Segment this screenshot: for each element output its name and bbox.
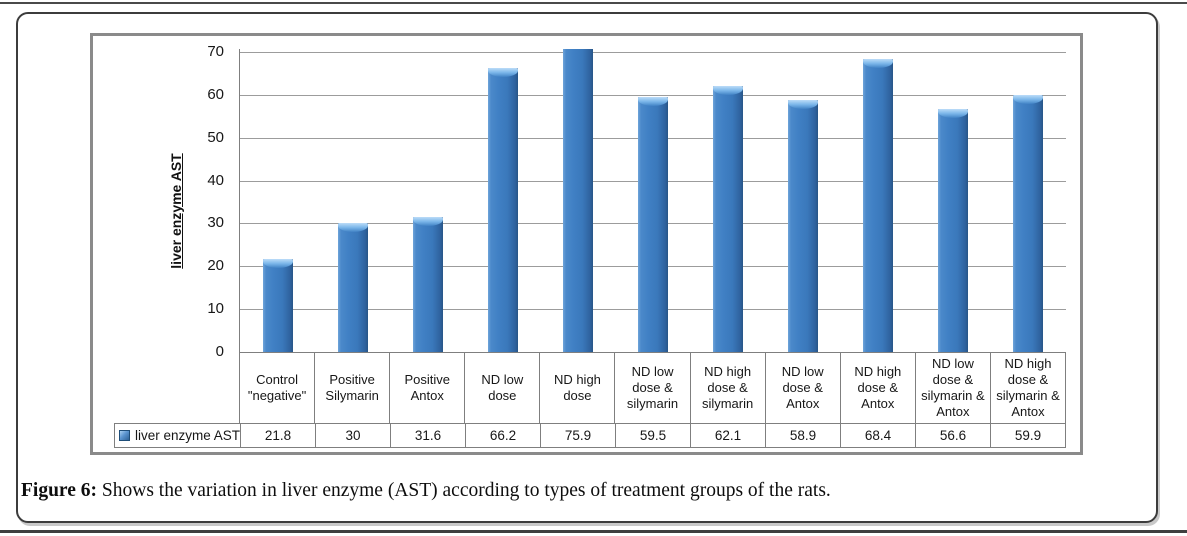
value-cell: 66.2 (466, 423, 542, 448)
category-line: Silymarin (325, 387, 379, 403)
category-line: Antox (1011, 403, 1045, 419)
category-line: silymarin & (996, 387, 1060, 403)
bar (1013, 95, 1043, 352)
plot-area (239, 49, 1066, 353)
caption-label: Figure 6: (21, 480, 98, 501)
bar (488, 68, 518, 352)
category-cell: Positive Antox (390, 352, 466, 423)
y-tick-label: 60 (207, 85, 224, 103)
category-line: ND high (553, 371, 601, 387)
caption-text: Shows the variation in liver enzyme (AST… (101, 480, 831, 501)
category-line: silymarin (701, 395, 754, 411)
category-line: dose & (782, 379, 823, 395)
value-cell: 30 (316, 423, 392, 448)
category-line: ND low (781, 363, 824, 379)
bar (863, 59, 893, 352)
category-line: Antox (936, 403, 970, 419)
gridline (240, 52, 1066, 53)
bar (938, 109, 968, 352)
category-line: ND low (631, 363, 674, 379)
value-cell: 68.4 (841, 423, 917, 448)
category-line: ND high (1004, 355, 1052, 371)
bar (713, 86, 743, 352)
value-cell: 58.9 (766, 423, 842, 448)
value-cell: 59.5 (616, 423, 692, 448)
category-line: Positive (404, 371, 450, 387)
bar (563, 49, 593, 352)
value-cell: 56.6 (916, 423, 992, 448)
category-line: Control (256, 371, 298, 387)
category-cell: ND low dose & silymarin (615, 352, 691, 423)
category-line: ND high (854, 363, 902, 379)
category-cell: ND low dose & Antox (766, 352, 841, 423)
category-line: dose & (632, 379, 673, 395)
y-tick-label: 0 (215, 343, 224, 360)
value-cell: 62.1 (691, 423, 767, 448)
bottom-rule (0, 530, 1187, 533)
top-rule (0, 2, 1187, 4)
value-cell: 21.8 (241, 423, 317, 448)
category-line: Positive (329, 371, 375, 387)
category-cell: ND high dose & silymarin & Antox (991, 352, 1067, 423)
category-cell: Positive Silymarin (315, 352, 391, 423)
gridline (240, 95, 1066, 96)
y-tick-label: 40 (207, 171, 224, 189)
category-line: dose (563, 387, 592, 403)
category-line: dose & (932, 371, 974, 387)
chart-frame: liver enzyme AST 0 10 20 30 40 50 60 70 Control… (90, 33, 1083, 455)
bar (788, 100, 818, 352)
category-cell: ND low dose & silymarin & Antox (916, 352, 991, 423)
category-line: Antox (861, 395, 895, 411)
legend-label: liver enzyme AST (135, 428, 241, 443)
category-line: silymarin & (921, 387, 985, 403)
legend-cell: liver enzyme AST (115, 423, 242, 448)
figure-caption: Figure 6: Shows the variation in liver e… (21, 478, 1141, 504)
category-cell: ND high dose & Antox (841, 352, 916, 423)
bar (413, 217, 443, 352)
category-cell: Control "negative" (240, 352, 316, 423)
category-cell: ND low dose (465, 352, 541, 423)
category-line: "negative" (247, 387, 307, 403)
bar (638, 97, 668, 352)
category-cell: ND high dose (540, 352, 616, 423)
category-line: ND low (931, 355, 974, 371)
bar (263, 259, 293, 352)
legend-key-icon (119, 430, 130, 441)
category-line: silymarin (626, 395, 679, 411)
category-line: Antox (786, 395, 820, 411)
value-cell: 75.9 (541, 423, 617, 448)
figure-container: liver enzyme AST 0 10 20 30 40 50 60 70 Control… (16, 12, 1158, 523)
category-line: dose (488, 387, 517, 403)
value-row: liver enzyme AST 21.8 30 31.6 66.2 75.9 59.5 6… (114, 423, 1067, 448)
category-line: dose & (857, 379, 899, 395)
y-tick-label: 50 (207, 128, 224, 146)
category-line: ND high (704, 363, 752, 379)
y-tick-label: 10 (207, 300, 224, 318)
y-tick-label: 30 (207, 214, 224, 232)
category-cell: ND high dose & silymarin (691, 352, 766, 423)
category-line: Antox (410, 387, 444, 403)
value-cell: 31.6 (391, 423, 467, 448)
category-line: dose & (1007, 371, 1049, 387)
y-tick-label: 70 (207, 43, 224, 60)
bar (338, 223, 368, 352)
category-line: ND low (481, 371, 524, 387)
category-line: dose & (707, 379, 748, 395)
y-tick-label: 20 (207, 257, 224, 275)
value-cell: 59.9 (991, 423, 1067, 448)
category-row: Control "negative" Positive Silymarin Positi… (239, 352, 1067, 423)
